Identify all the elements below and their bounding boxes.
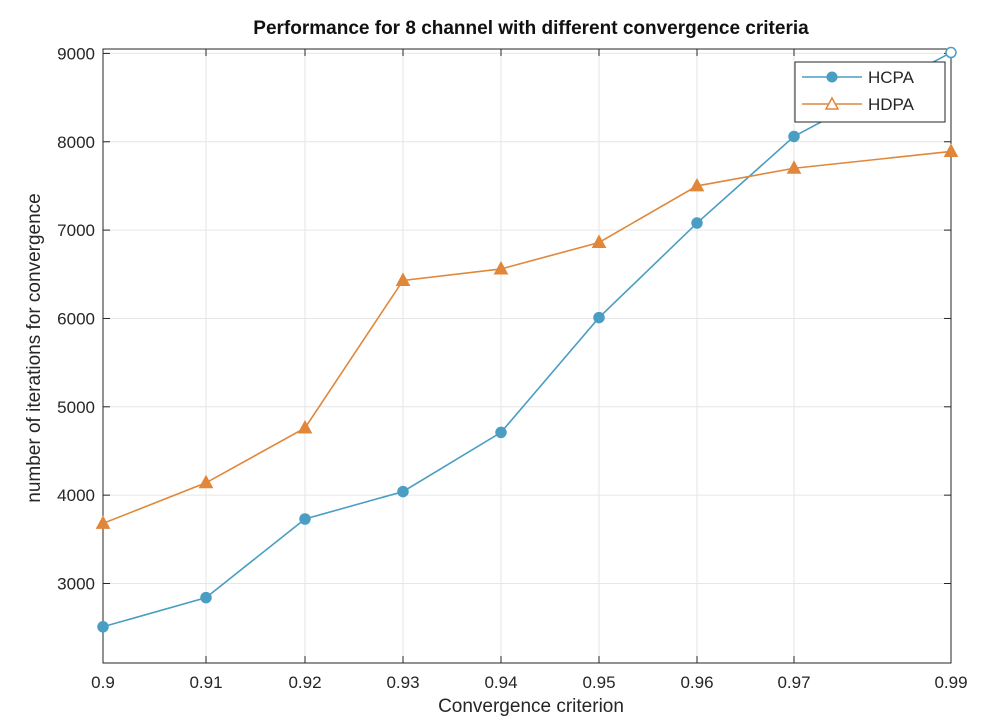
point-hcpa [593, 311, 605, 324]
point-hdpa [786, 160, 802, 174]
point-hdpa [689, 177, 705, 192]
axis-ticks: 0.9 0.91 0.92 0.93 0.94 0.95 0.96 0.97 0.99 3000 4… [57, 44, 967, 692]
legend-marker-hdpa [824, 96, 840, 110]
series-line-hcpa [102, 51, 952, 628]
chart-title: Performance for 8 channel with different… [253, 18, 809, 39]
y-tick-label: 7000 [57, 221, 95, 240]
x-tick-label: 0.93 [386, 673, 419, 692]
point-hcpa [495, 426, 507, 439]
y-tick-label: 5000 [57, 398, 95, 417]
x-tick-label: 0.95 [582, 673, 615, 692]
y-tick-label: 6000 [57, 309, 95, 328]
x-axis-label: Convergence criterion [438, 696, 624, 717]
y-tick-label: 4000 [57, 486, 95, 505]
point-hdpa [943, 143, 959, 157]
legend-label-hcpa: HCPA [868, 68, 915, 87]
x-tick-label: 0.99 [934, 673, 967, 692]
point-hdpa [591, 234, 607, 248]
x-tick-label: 0.96 [680, 673, 713, 692]
point-hdpa [395, 272, 411, 286]
plot-area-frame [102, 48, 952, 664]
point-hcpa [945, 46, 957, 59]
x-tick-label: 0.92 [288, 673, 321, 692]
y-axis-label: number of iterations for convergence [24, 193, 45, 502]
x-tick-label: 0.97 [777, 673, 810, 692]
series-line-hdpa [102, 150, 952, 525]
point-hdpa [297, 419, 313, 434]
legend-marker-hcpa [826, 71, 838, 83]
legend-box [794, 61, 946, 123]
series-layer [95, 46, 959, 633]
point-hcpa [200, 591, 212, 604]
y-tick-label: 8000 [57, 133, 95, 152]
grid-lines [102, 49, 952, 663]
point-hcpa [299, 513, 311, 525]
point-hdpa [493, 260, 509, 275]
legend: HCPA HDPA [794, 61, 946, 123]
point-hcpa [97, 621, 109, 633]
point-hcpa [788, 130, 800, 143]
x-tick-label: 0.9 [91, 673, 115, 692]
y-tick-label: 9000 [57, 44, 95, 63]
x-tick-label: 0.91 [189, 673, 222, 692]
x-tick-label: 0.94 [484, 673, 517, 692]
point-hcpa [691, 217, 703, 229]
legend-label-hdpa: HDPA [868, 95, 915, 114]
point-hdpa [95, 515, 111, 529]
point-hcpa [397, 485, 409, 498]
y-tick-label: 3000 [57, 574, 95, 593]
point-hdpa [198, 474, 214, 489]
